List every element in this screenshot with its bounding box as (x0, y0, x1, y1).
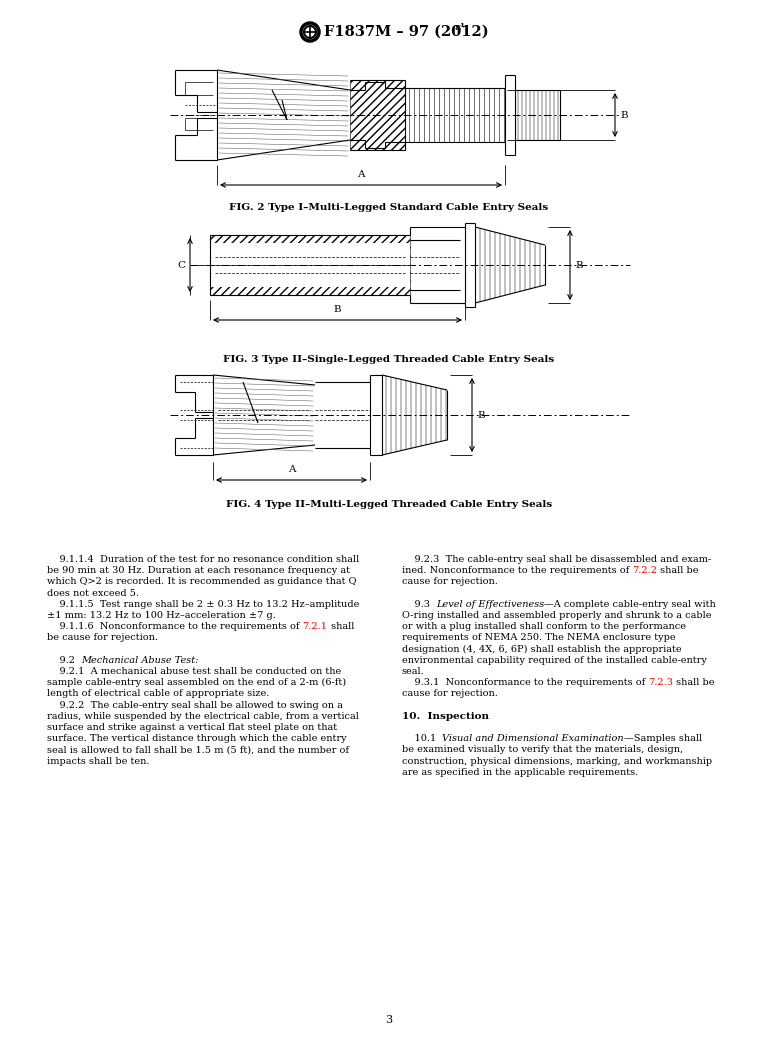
Text: B: B (620, 110, 628, 120)
Text: seal is allowed to fall shall be 1.5 m (5 ft), and the number of: seal is allowed to fall shall be 1.5 m (… (47, 745, 349, 755)
Text: 9.2.1  A mechanical abuse test shall be conducted on the: 9.2.1 A mechanical abuse test shall be c… (47, 667, 342, 676)
Text: ±1 mm: 13.2 Hz to 100 Hz–acceleration ±7 g.: ±1 mm: 13.2 Hz to 100 Hz–acceleration ±7… (47, 611, 276, 620)
Text: 10.1: 10.1 (402, 734, 443, 743)
Bar (210, 243, 410, 287)
Text: 7.2.3: 7.2.3 (648, 678, 674, 687)
Text: impacts shall be ten.: impacts shall be ten. (47, 757, 149, 765)
Text: shall be: shall be (657, 566, 699, 576)
Text: —Samples shall: —Samples shall (624, 734, 703, 743)
Text: Visual and Dimensional Examination: Visual and Dimensional Examination (443, 734, 624, 743)
Text: Level of Effectiveness: Level of Effectiveness (436, 600, 545, 609)
Text: be 90 min at 30 Hz. Duration at each resonance frequency at: be 90 min at 30 Hz. Duration at each res… (47, 566, 350, 576)
Bar (350, 80, 405, 150)
Text: C: C (177, 260, 185, 270)
Text: requirements of NEMA 250. The NEMA enclosure type: requirements of NEMA 250. The NEMA enclo… (402, 633, 675, 642)
Text: does not exceed 5.: does not exceed 5. (47, 588, 139, 598)
Text: 9.3.1  Nonconformance to the requirements of: 9.3.1 Nonconformance to the requirements… (402, 678, 648, 687)
Text: cause for rejection.: cause for rejection. (402, 578, 498, 586)
Text: 9.2.2  The cable-entry seal shall be allowed to swing on a: 9.2.2 The cable-entry seal shall be allo… (47, 701, 343, 710)
Text: be examined visually to verify that the materials, design,: be examined visually to verify that the … (402, 745, 683, 755)
Text: —A complete cable-entry seal with: —A complete cable-entry seal with (545, 600, 717, 609)
Text: 9.2.3  The cable-entry seal shall be disassembled and exam-: 9.2.3 The cable-entry seal shall be disa… (402, 555, 711, 564)
Text: are as specified in the applicable requirements.: are as specified in the applicable requi… (402, 768, 638, 777)
Text: FIG. 4 Type II–Multi-Legged Threaded Cable Entry Seals: FIG. 4 Type II–Multi-Legged Threaded Cab… (226, 500, 552, 509)
Text: sample cable-entry seal assembled on the end of a 2-m (6-ft): sample cable-entry seal assembled on the… (47, 678, 346, 687)
Text: B: B (334, 305, 342, 314)
Text: 9.1.1.6  Nonconformance to the requirements of: 9.1.1.6 Nonconformance to the requiremen… (47, 623, 303, 631)
Text: F1837M – 97 (2012): F1837M – 97 (2012) (324, 25, 489, 39)
Text: B: B (575, 260, 583, 270)
Text: length of electrical cable of appropriate size.: length of electrical cable of appropriat… (47, 689, 269, 699)
Text: shall be: shall be (674, 678, 715, 687)
Text: B: B (477, 410, 485, 420)
Text: 7.2.2: 7.2.2 (633, 566, 657, 576)
Text: A: A (288, 465, 295, 474)
Text: 9.1.1.4  Duration of the test for no resonance condition shall: 9.1.1.4 Duration of the test for no reso… (47, 555, 359, 564)
Text: A: A (357, 170, 365, 179)
Text: be cause for rejection.: be cause for rejection. (47, 633, 158, 642)
Text: or with a plug installed shall conform to the performance: or with a plug installed shall conform t… (402, 623, 686, 631)
Text: 3: 3 (385, 1015, 393, 1025)
Text: 9.1.1.5  Test range shall be 2 ± 0.3 Hz to 13.2 Hz–amplitude: 9.1.1.5 Test range shall be 2 ± 0.3 Hz t… (47, 600, 359, 609)
Text: designation (4, 4X, 6, 6P) shall establish the appropriate: designation (4, 4X, 6, 6P) shall establi… (402, 644, 682, 654)
Text: 9.3: 9.3 (402, 600, 436, 609)
Text: Mechanical Abuse Test:: Mechanical Abuse Test: (81, 656, 198, 665)
Text: which Q>2 is recorded. It is recommended as guidance that Q: which Q>2 is recorded. It is recommended… (47, 578, 356, 586)
Text: cause for rejection.: cause for rejection. (402, 689, 498, 699)
Text: environmental capability required of the installed cable-entry: environmental capability required of the… (402, 656, 707, 665)
Text: ε¹: ε¹ (455, 23, 466, 31)
Text: seal.: seal. (402, 667, 425, 676)
Text: O-ring installed and assembled properly and shrunk to a cable: O-ring installed and assembled properly … (402, 611, 712, 620)
Text: FIG. 2 Type I–Multi-Legged Standard Cable Entry Seals: FIG. 2 Type I–Multi-Legged Standard Cabl… (230, 203, 548, 212)
Text: radius, while suspended by the electrical cable, from a vertical: radius, while suspended by the electrica… (47, 712, 359, 720)
Bar (210, 235, 410, 295)
Text: shall: shall (328, 623, 354, 631)
Text: 9.2: 9.2 (47, 656, 81, 665)
Text: surface and strike against a vertical flat steel plate on that: surface and strike against a vertical fl… (47, 723, 337, 732)
Text: ined. Nonconformance to the requirements of: ined. Nonconformance to the requirements… (402, 566, 633, 576)
Text: FIG. 3 Type II–Single-Legged Threaded Cable Entry Seals: FIG. 3 Type II–Single-Legged Threaded Ca… (223, 355, 555, 364)
Text: construction, physical dimensions, marking, and workmanship: construction, physical dimensions, marki… (402, 757, 712, 765)
Text: surface. The vertical distance through which the cable entry: surface. The vertical distance through w… (47, 734, 347, 743)
Text: 7.2.1: 7.2.1 (303, 623, 328, 631)
Text: 10.  Inspection: 10. Inspection (402, 712, 489, 720)
